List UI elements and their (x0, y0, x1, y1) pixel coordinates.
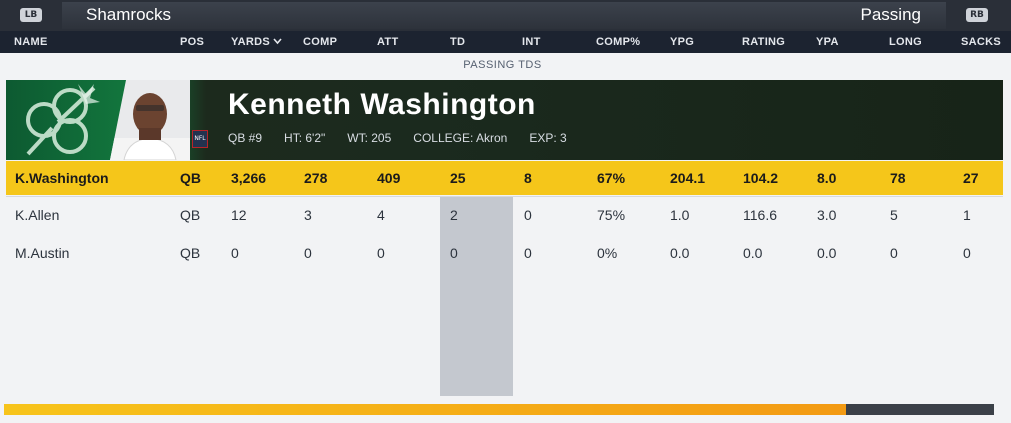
cell-ypa: 3.0 (817, 207, 837, 223)
stat-category: Passing (860, 5, 921, 24)
player-name: Kenneth Washington (228, 88, 536, 121)
cell-rating: 0.0 (743, 245, 763, 261)
cell-ypg: 204.1 (670, 170, 706, 186)
cell-sacks: 27 (963, 170, 979, 186)
cell-att: 4 (377, 207, 385, 223)
col-header-yards[interactable]: YARDS (231, 36, 282, 48)
cell-yards: 12 (231, 207, 247, 223)
col-header-ypg[interactable]: YPG (670, 36, 695, 48)
sort-label-text: PASSING TDS (463, 59, 542, 71)
scroll-progress-fill (4, 404, 846, 415)
cell-comp-pct: 67% (597, 170, 626, 186)
cell-ypg: 0.0 (670, 245, 690, 261)
player-photo (110, 80, 190, 160)
cell-long: 78 (890, 170, 906, 186)
col-header-yards-label: YARDS (231, 36, 270, 48)
cell-yards: 3,266 (231, 170, 267, 186)
sort-label: PASSING TDS (0, 53, 1011, 77)
cell-long: 5 (890, 207, 898, 223)
cell-name: M.Austin (15, 245, 70, 261)
col-header-td[interactable]: TD (450, 36, 466, 48)
cell-pos: QB (180, 207, 201, 223)
row-divider (6, 196, 1003, 197)
cell-comp: 3 (304, 207, 312, 223)
cell-rating: 104.2 (743, 170, 779, 186)
cell-td: 25 (450, 170, 466, 186)
table-row[interactable]: M.Austin QB 0 0 0 0 0 0% 0.0 0.0 0.0 0 0 (6, 236, 1003, 270)
player-info: QB #9 HT: 6'2" WT: 205 COLLEGE: Akron EXP: 3 (228, 131, 589, 145)
col-header-name[interactable]: NAME (14, 36, 48, 48)
cell-rating: 116.6 (743, 207, 777, 223)
col-header-int[interactable]: INT (522, 36, 541, 48)
cell-sacks: 1 (963, 207, 971, 223)
cell-int: 0 (524, 207, 532, 223)
cell-ypa: 0.0 (817, 245, 837, 261)
team-name: Shamrocks (86, 5, 172, 24)
cell-int: 8 (524, 170, 532, 186)
cell-long: 0 (890, 245, 898, 261)
col-header-comp-pct[interactable]: COMP% (596, 36, 641, 48)
scroll-progress-bar (4, 404, 994, 415)
cell-int: 0 (524, 245, 532, 261)
cell-att: 409 (377, 170, 401, 186)
lb-bumper-button[interactable]: LB (20, 8, 42, 22)
cell-comp-pct: 75% (597, 207, 626, 223)
player-portrait-icon (110, 93, 190, 160)
col-header-pos[interactable]: POS (180, 36, 205, 48)
col-header-att[interactable]: ATT (377, 36, 399, 48)
col-header-comp[interactable]: COMP (303, 36, 338, 48)
table-row[interactable]: K.Allen QB 12 3 4 2 0 75% 1.0 116.6 3.0 … (6, 198, 1003, 232)
top-bar: LB Shamrocks Passing RB (0, 0, 1011, 31)
player-weight: WT: 205 (347, 131, 392, 145)
nfl-shield-icon: NFL (192, 130, 208, 148)
cell-ypa: 8.0 (817, 170, 837, 186)
title-strip (62, 2, 946, 29)
cell-att: 0 (377, 245, 385, 261)
cell-comp-pct: 0% (597, 245, 618, 261)
player-banner: NFL Kenneth Washington QB #9 HT: 6'2" WT: … (6, 80, 1003, 160)
cell-sacks: 0 (963, 245, 971, 261)
cell-yards: 0 (231, 245, 239, 261)
player-height: HT: 6'2" (284, 131, 326, 145)
cell-comp: 278 (304, 170, 328, 186)
rb-bumper-button[interactable]: RB (966, 8, 988, 22)
chevron-down-icon (273, 38, 282, 45)
col-header-ypa[interactable]: YPA (816, 36, 839, 48)
col-header-long[interactable]: LONG (889, 36, 922, 48)
player-college: COLLEGE: Akron (413, 131, 508, 145)
cell-td: 2 (450, 207, 458, 223)
cell-pos: QB (180, 170, 201, 186)
cell-comp: 0 (304, 245, 312, 261)
table-row[interactable]: K.Washington QB 3,266 278 409 25 8 67% 2… (6, 161, 1003, 195)
cell-name: K.Allen (15, 207, 60, 223)
player-experience: EXP: 3 (529, 131, 567, 145)
player-position-number: QB #9 (228, 131, 263, 145)
sorted-column-highlight (440, 196, 513, 396)
cell-td: 0 (450, 245, 458, 261)
cell-name: K.Washington (15, 170, 109, 186)
col-header-sacks[interactable]: SACKS (961, 36, 1002, 48)
cell-ypg: 1.0 (670, 207, 690, 223)
cell-pos: QB (180, 245, 201, 261)
column-header-row: NAME POS YARDS COMP ATT TD INT COMP% YPG… (0, 31, 1011, 53)
shamrock-icon (26, 84, 100, 156)
col-header-rating[interactable]: RATING (742, 36, 786, 48)
